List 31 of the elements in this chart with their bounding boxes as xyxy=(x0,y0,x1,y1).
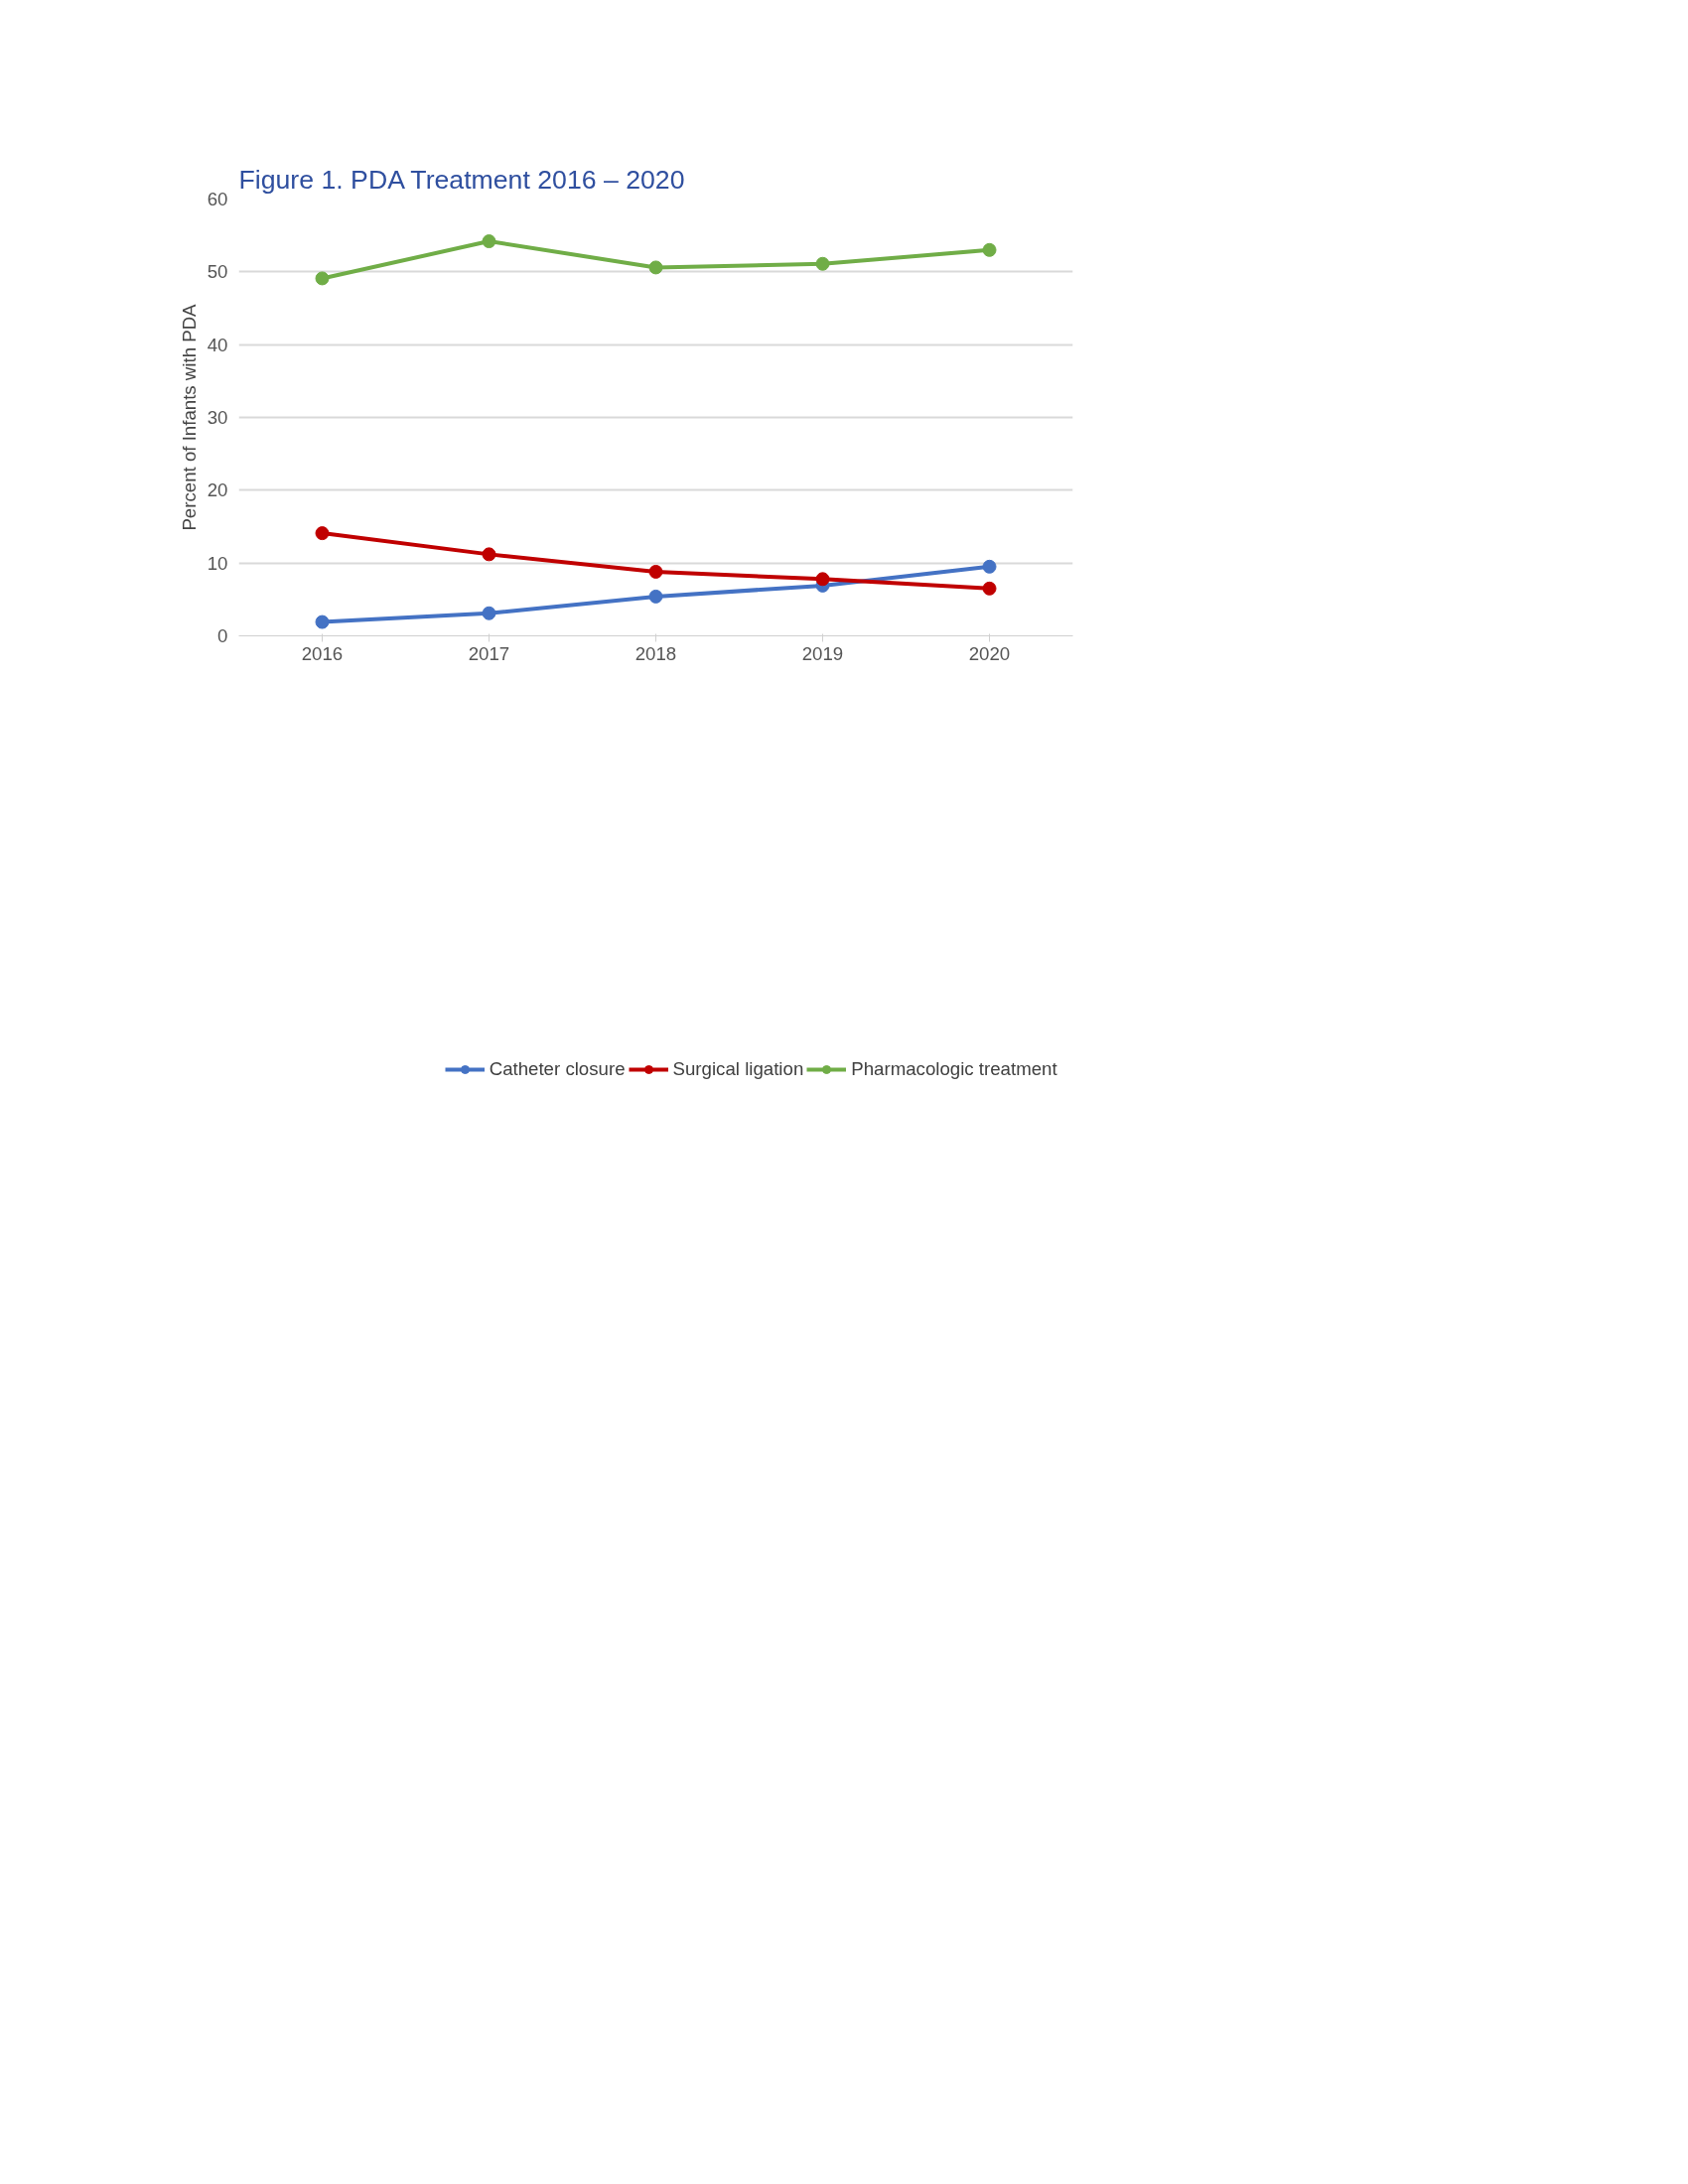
x-tick-label: 2018 xyxy=(634,642,677,664)
x-tick-label: 2017 xyxy=(468,642,510,664)
point xyxy=(482,234,496,249)
y-tick-label: 0 xyxy=(217,625,228,646)
y-tick-label: 10 xyxy=(207,552,228,574)
point xyxy=(482,547,496,562)
point xyxy=(648,589,663,604)
x-tick-label: 2016 xyxy=(301,642,344,664)
point xyxy=(982,559,997,574)
point xyxy=(648,260,663,275)
y-tick-label: 20 xyxy=(207,479,228,501)
x-tick-label: 2019 xyxy=(801,642,844,664)
point xyxy=(648,564,663,579)
point xyxy=(982,581,997,596)
y-tick-label: 50 xyxy=(207,261,228,283)
x-tick-label: 2020 xyxy=(968,642,1011,664)
point xyxy=(482,606,496,620)
chart-title: Figure 1. PDA Treatment 2016 – 2020 xyxy=(238,164,685,195)
legend-label: Catheter closure xyxy=(489,1057,626,1080)
point xyxy=(315,614,330,629)
legend-label: Pharmacologic treatment xyxy=(851,1057,1057,1080)
y-tick-label: 30 xyxy=(207,407,228,428)
y-axis-title: Percent of Infants with PDA xyxy=(178,303,200,531)
point xyxy=(315,526,330,541)
point xyxy=(815,572,830,587)
y-tick-label: 60 xyxy=(207,189,228,209)
y-tick-label: 40 xyxy=(207,334,228,355)
point xyxy=(982,242,997,257)
point xyxy=(315,271,330,286)
legend-label: Surgical ligation xyxy=(672,1057,804,1080)
point xyxy=(815,256,830,271)
